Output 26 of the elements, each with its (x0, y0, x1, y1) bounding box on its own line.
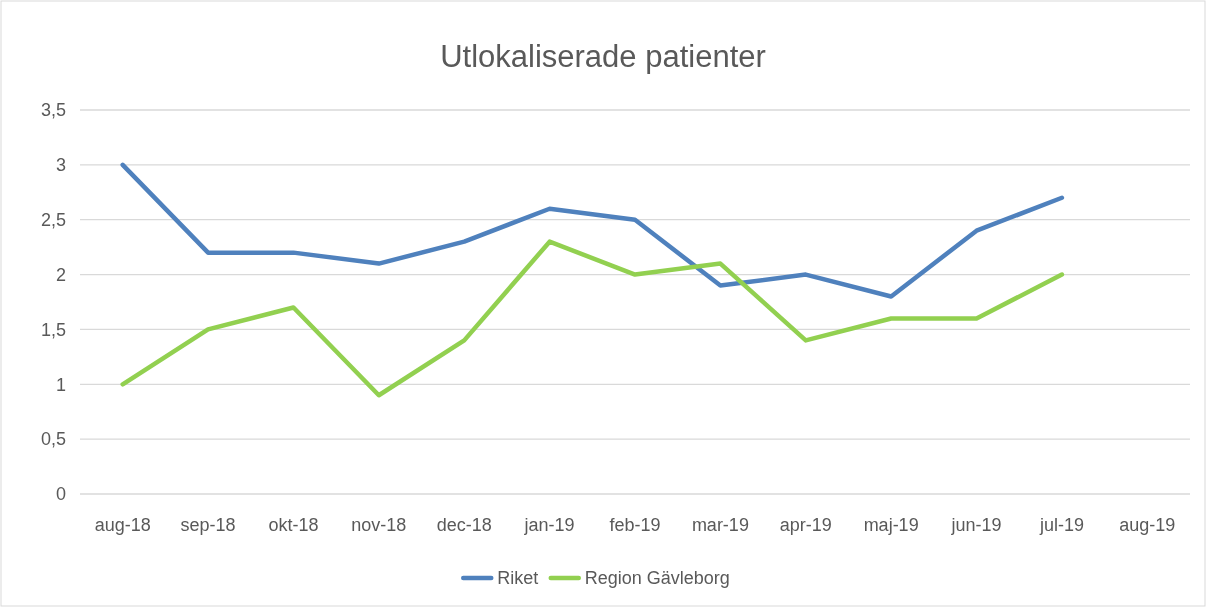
y-tick-label: 0,5 (40, 429, 66, 450)
x-tick-label: sep-18 (180, 515, 236, 535)
x-tick-label: jun-19 (950, 515, 1002, 535)
x-tick-label: dec-18 (436, 515, 492, 535)
x-tick-label: okt-18 (268, 515, 319, 535)
x-tick-label: jul-19 (1038, 515, 1084, 535)
x-tick-label: maj-19 (863, 515, 919, 535)
y-tick-label: 1,5 (40, 319, 66, 340)
legend-label: Riket (497, 568, 539, 589)
legend-label: Region Gävleborg (584, 568, 730, 589)
x-tick-label: nov-18 (351, 515, 407, 535)
y-tick-label: 1 (55, 374, 66, 395)
y-tick-label: 3,5 (40, 100, 66, 121)
chart-title: Utlokaliserade patienter (440, 39, 766, 74)
y-tick-label: 0 (55, 484, 66, 505)
y-tick-label: 2 (55, 264, 66, 285)
y-tick-label: 3 (55, 155, 66, 176)
x-tick-label: apr-19 (779, 515, 832, 535)
x-tick-label: aug-18 (94, 515, 151, 535)
line-series (120, 239, 1065, 398)
x-tick-label: aug-19 (1119, 515, 1176, 535)
x-tick-label: jan-19 (523, 515, 575, 535)
x-tick-label: feb-19 (609, 515, 661, 535)
y-tick-label: 2,5 (40, 210, 66, 231)
line-series (120, 162, 1065, 299)
x-tick-label: mar-19 (691, 515, 749, 535)
